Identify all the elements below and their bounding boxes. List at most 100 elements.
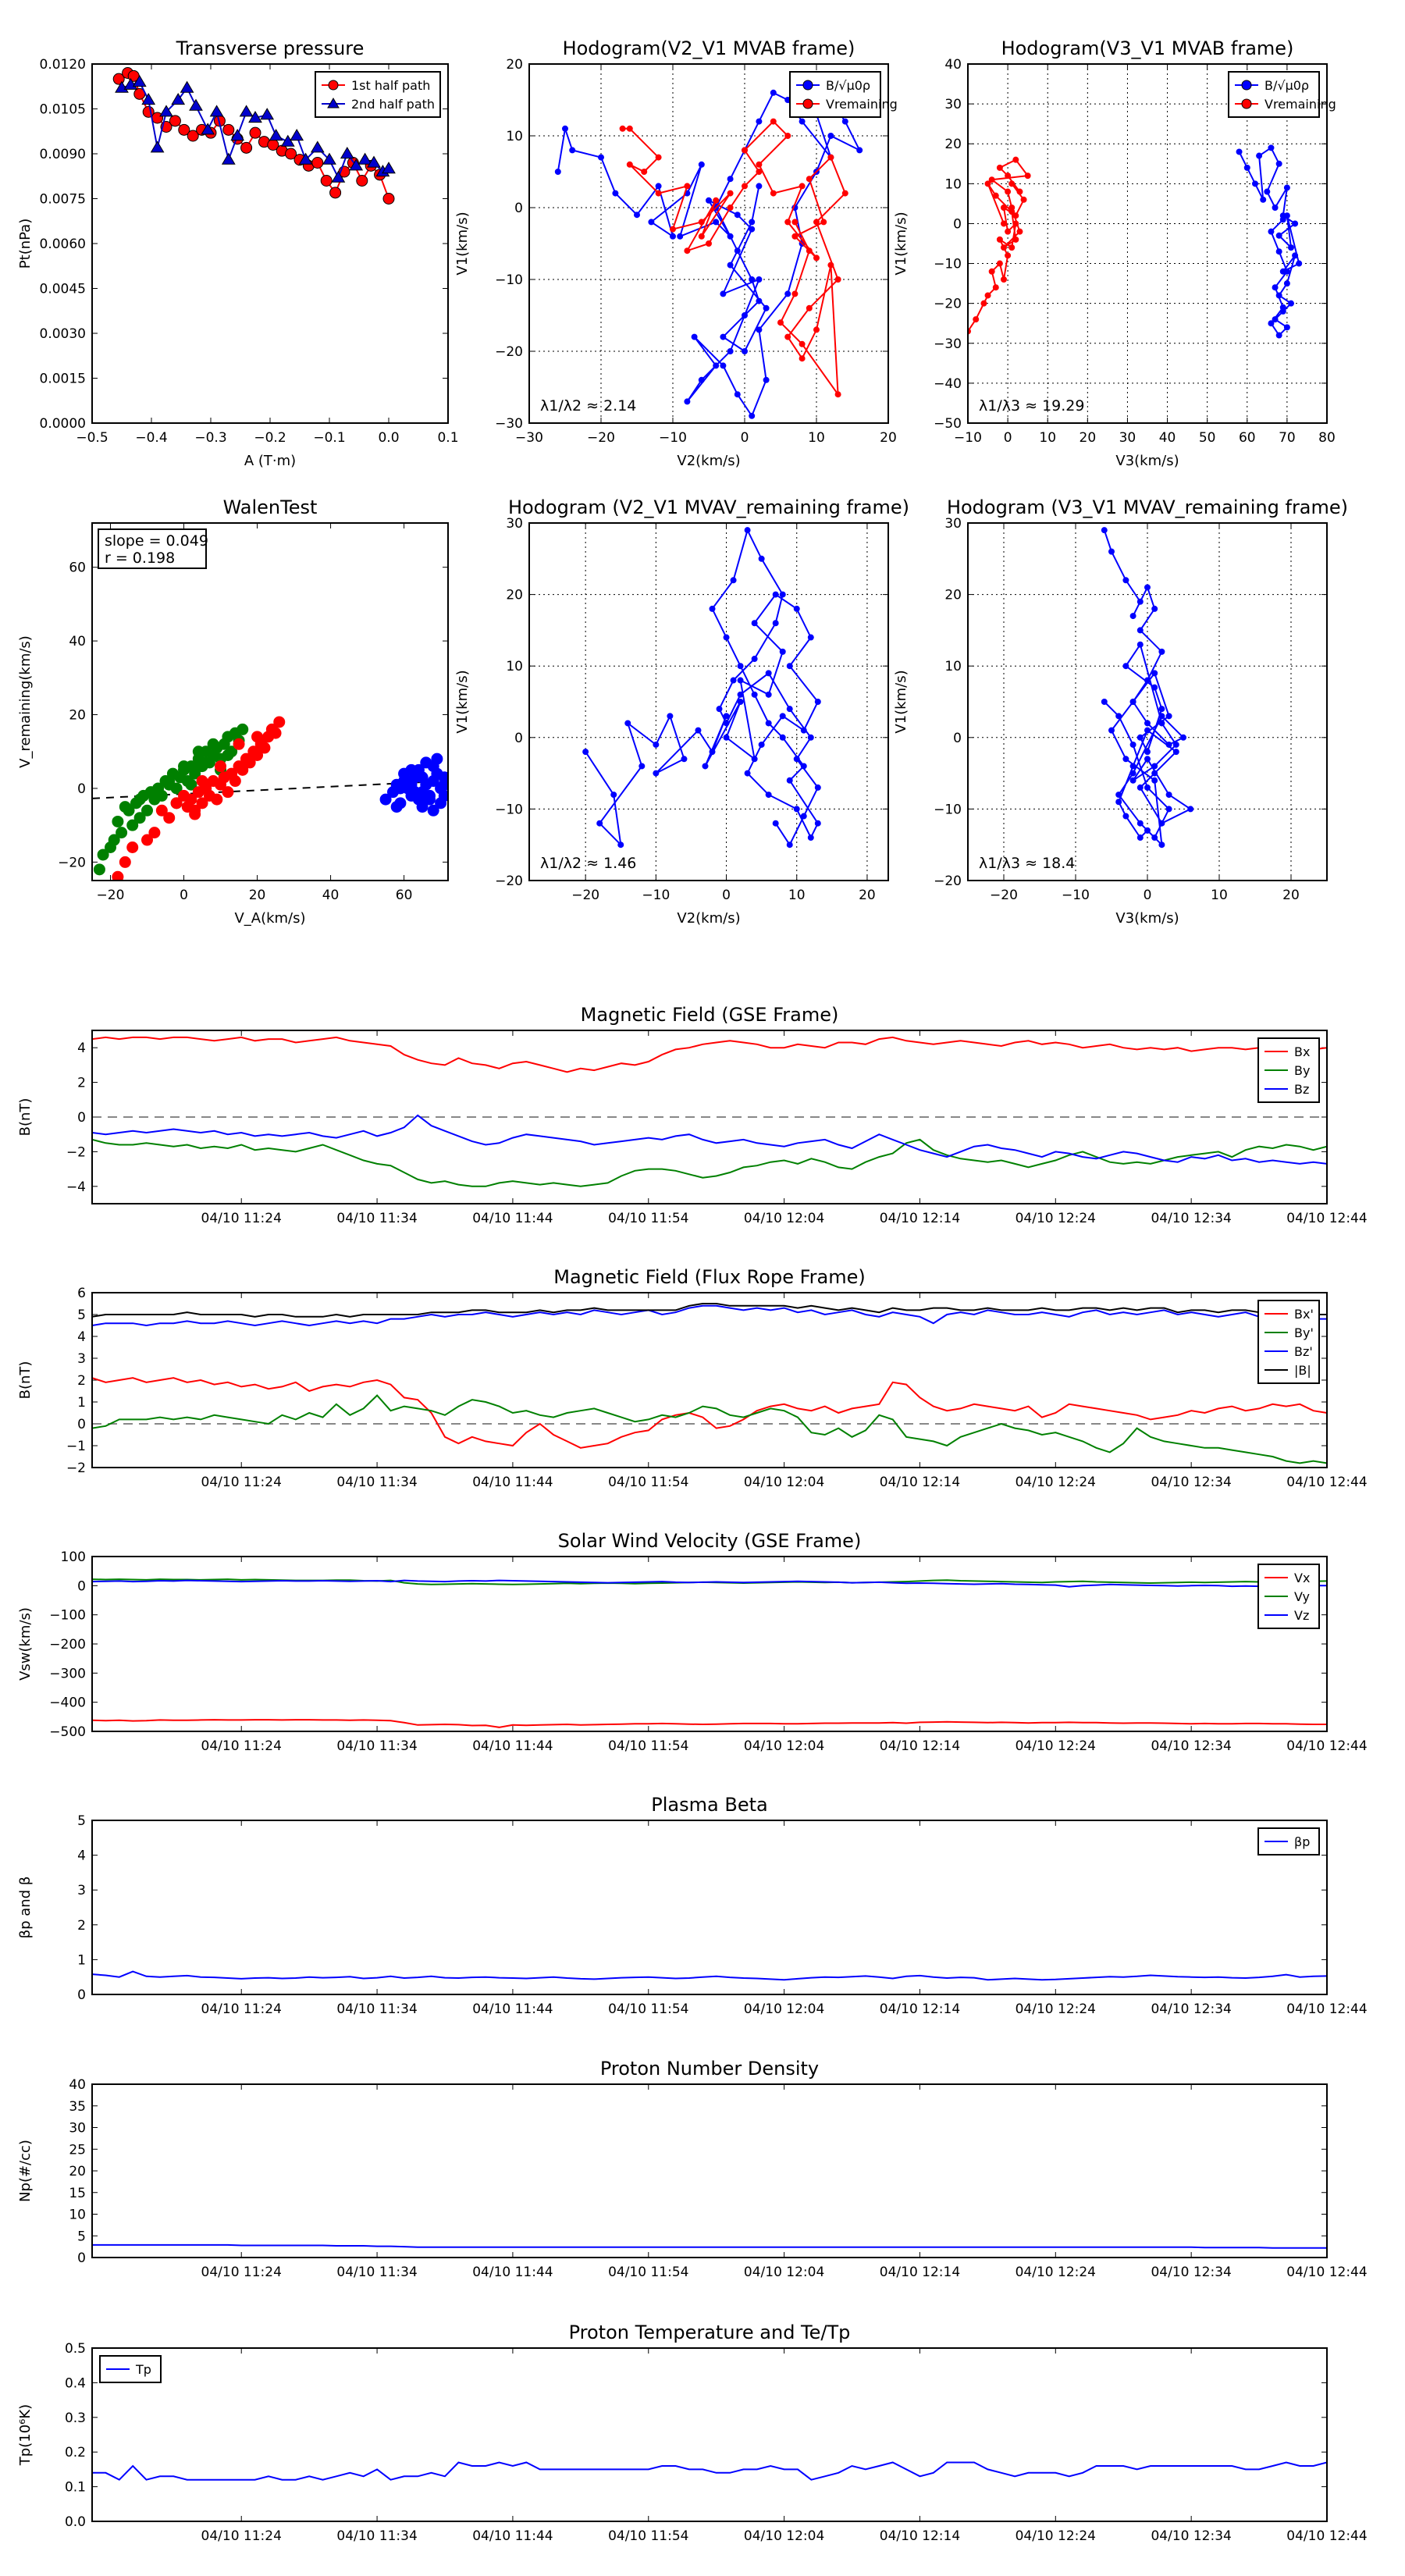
data-point — [1129, 763, 1136, 770]
data-point — [178, 760, 190, 773]
data-point — [727, 348, 734, 354]
hodogram-v2-v1-mvav-annotation: λ1/λ2 ≈ 1.46 — [540, 855, 636, 872]
data-point — [706, 197, 712, 204]
data-point — [723, 713, 730, 720]
x-tick-label: 04/10 12:04 — [744, 1475, 824, 1490]
data-point — [331, 170, 346, 183]
data-point — [390, 801, 403, 813]
data-point — [244, 756, 256, 769]
legend-label: Vremaining — [1264, 97, 1336, 112]
x-tick-label: 60 — [1239, 430, 1256, 446]
y-tick-label: 4 — [77, 1329, 86, 1345]
legend-marker — [328, 80, 339, 91]
proton-number-density-title: Proton Number Density — [600, 2058, 819, 2080]
data-point — [723, 734, 730, 741]
series-bz — [92, 1114, 1327, 1165]
data-point — [112, 870, 124, 881]
data-point — [1136, 834, 1144, 841]
data-point — [777, 319, 784, 326]
data-point — [786, 706, 793, 713]
data-point — [322, 152, 336, 165]
hodogram-v2-v1-mvab-data — [554, 89, 863, 419]
data-point — [784, 219, 791, 226]
walen-test-data — [92, 716, 448, 881]
y-tick-label: 0.0120 — [40, 57, 86, 73]
y-tick-label: 20 — [69, 2164, 86, 2179]
transverse-pressure-ylabel: Pt(nPa) — [17, 219, 34, 269]
data-point — [742, 312, 748, 318]
legend-label: 1st half path — [351, 78, 430, 93]
x-tick-label: −0.5 — [76, 430, 108, 446]
data-point — [737, 691, 744, 698]
data-point — [1122, 577, 1129, 584]
data-point — [723, 720, 730, 727]
data-point — [841, 118, 848, 125]
data-point — [1292, 220, 1299, 227]
data-point — [691, 333, 698, 340]
data-point — [765, 691, 772, 698]
data-point — [93, 863, 105, 876]
data-point — [126, 819, 139, 831]
x-tick-label: 10 — [808, 430, 825, 446]
y-tick-label: 0.2 — [65, 2445, 86, 2460]
x-tick-label: 0 — [722, 888, 731, 903]
annotation-box — [98, 528, 207, 569]
data-point — [727, 176, 734, 183]
data-point — [148, 786, 161, 799]
y-tick-label: 30 — [944, 516, 962, 532]
proton-number-density-chart: Proton Number Density 04/10 11:24 04/10 11… — [17, 2058, 1368, 2280]
data-point — [749, 226, 756, 233]
data-point — [155, 804, 168, 817]
solar-wind-velocity-chart: Solar Wind Velocity (GSE Frame) 04/10 11:… — [17, 1530, 1368, 1754]
x-tick-label: 04/10 11:54 — [608, 1475, 688, 1490]
magnetic-field-gse-ylabel: B(nT) — [17, 1098, 34, 1137]
hodogram-v3-v1-mvab-data — [968, 144, 1303, 339]
legend-label: By' — [1294, 1325, 1314, 1340]
data-point — [670, 233, 676, 240]
data-point — [141, 834, 154, 846]
x-tick-label: 04/10 12:34 — [1151, 1475, 1231, 1490]
data-point — [1275, 232, 1282, 239]
data-point — [1144, 720, 1151, 727]
data-point — [1144, 749, 1151, 756]
x-tick-label: 04/10 12:04 — [744, 1738, 824, 1754]
data-point — [800, 813, 807, 820]
x-tick-label: 10 — [1039, 430, 1056, 446]
data-point — [793, 756, 800, 763]
legend-label: Vy — [1294, 1589, 1310, 1604]
data-point — [1187, 806, 1194, 813]
x-tick-label: 04/10 11:34 — [336, 2265, 417, 2280]
x-tick-label: 04/10 12:24 — [1016, 1738, 1096, 1754]
data-point — [1275, 332, 1282, 339]
data-point — [598, 154, 604, 161]
data-point — [742, 183, 748, 190]
data-point — [1272, 205, 1279, 211]
x-tick-label: 80 — [1318, 430, 1336, 446]
data-point — [258, 742, 271, 754]
y-tick-label: −2 — [66, 1461, 86, 1476]
data-point — [119, 856, 131, 868]
transverse-pressure-title: Transverse pressure — [176, 37, 365, 59]
data-point — [996, 164, 1003, 171]
magnetic-field-flux-rope-legend: Bx' By' Bz' |B| — [1257, 1300, 1320, 1384]
x-tick-label: 04/10 12:44 — [1286, 1738, 1367, 1754]
series-line — [92, 1303, 1327, 1318]
data-point — [1024, 173, 1031, 180]
data-point — [1288, 300, 1294, 307]
solar-wind-velocity-legend: Vx Vy Vz — [1257, 1564, 1320, 1629]
data-point — [554, 169, 561, 175]
data-point — [1296, 260, 1303, 267]
data-point — [734, 212, 741, 219]
data-point — [240, 141, 253, 154]
proton-temperature-data — [92, 2461, 1327, 2481]
data-point — [765, 670, 772, 677]
data-point — [756, 169, 763, 175]
y-tick-label: 0 — [953, 731, 962, 746]
x-tick-label: 70 — [1279, 430, 1296, 446]
x-tick-label: 04/10 12:34 — [1151, 2001, 1231, 2017]
data-point — [756, 326, 763, 333]
hodogram-v3-v1-mvav-ylabel: V1(km/s) — [893, 670, 909, 733]
data-point — [737, 699, 744, 705]
solar-wind-velocity-title: Solar Wind Velocity (GSE Frame) — [558, 1530, 862, 1552]
hodogram-v3-v1-mvab-ylabel: V1(km/s) — [893, 212, 909, 275]
